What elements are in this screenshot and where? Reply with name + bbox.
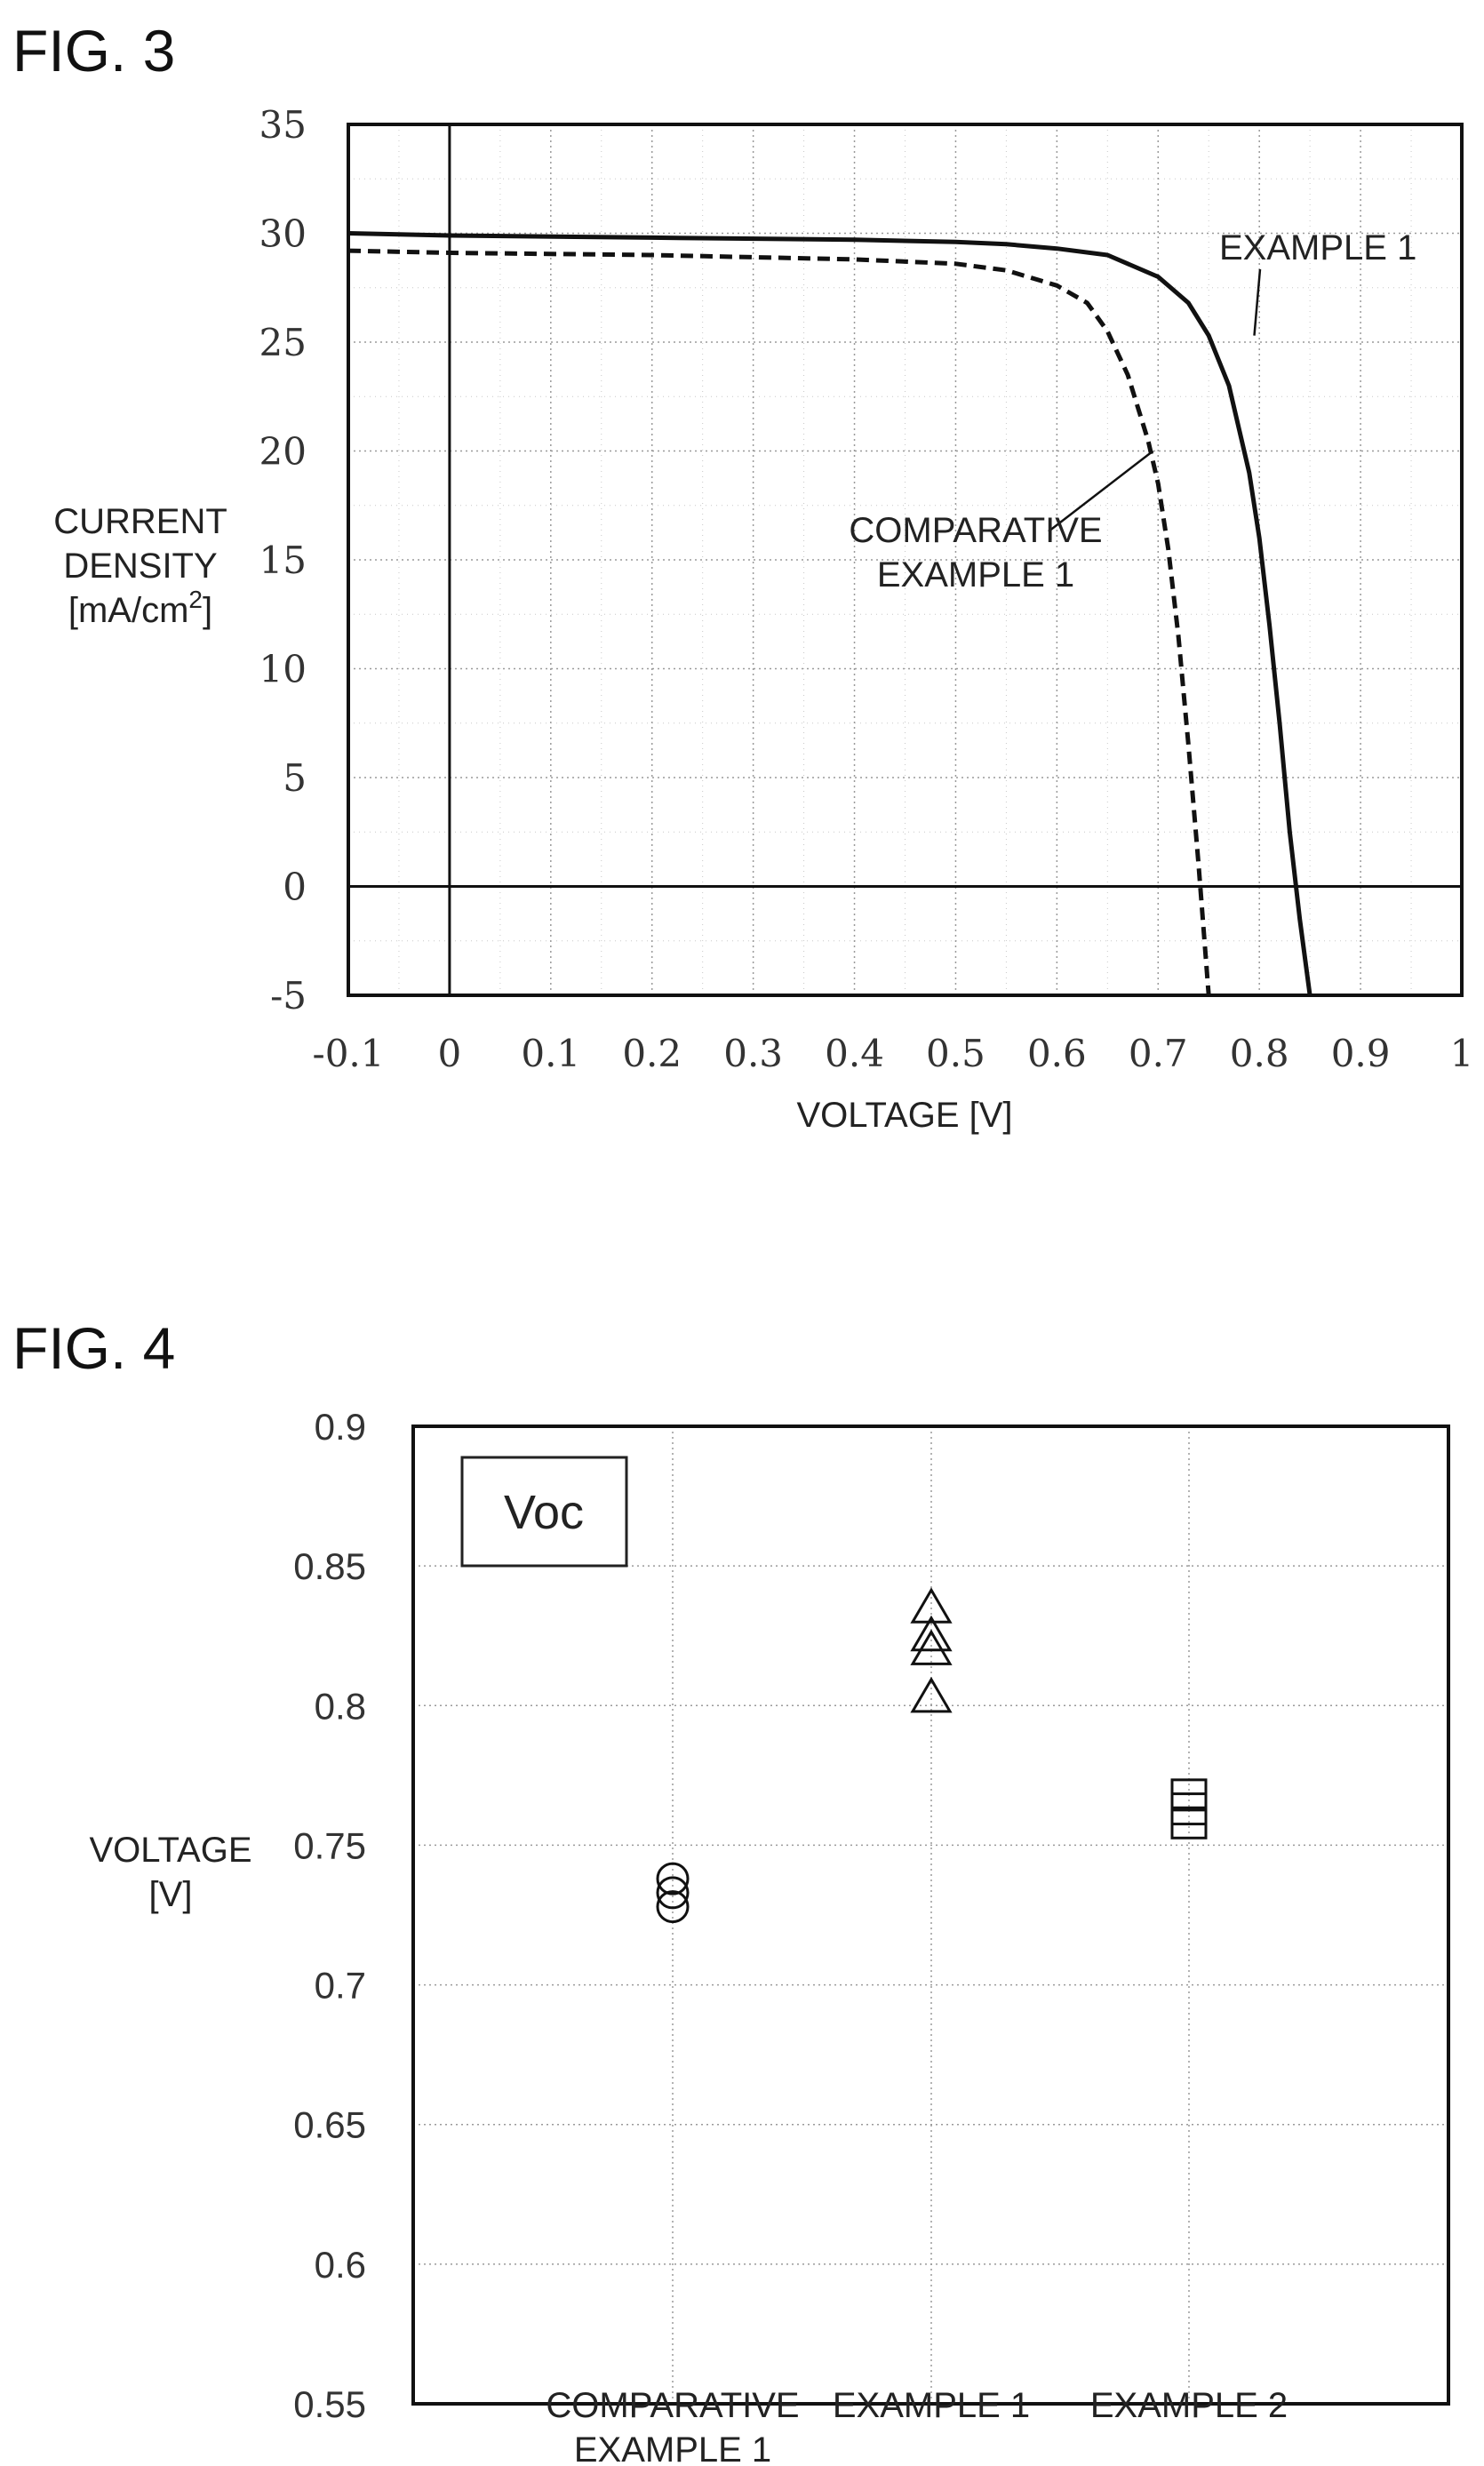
fig3-y-tick: 30 [259, 212, 307, 256]
fig3-x-tick: 0.6 [1027, 1032, 1087, 1075]
fig3-annotations: EXAMPLE 1 COMPARATIVE EXAMPLE 1 [849, 228, 1416, 595]
fig3-y-label-line1: CURRENT [53, 502, 227, 541]
fig4-category-label: COMPARATIVE [546, 2386, 799, 2425]
fig3-series [347, 231, 1312, 996]
fig4-y-tick: 0.8 [315, 1685, 366, 1727]
fig4-y-axis-label: VOLTAGE [V] [89, 1831, 251, 1914]
fig3-x-tick: 0.3 [723, 1032, 783, 1075]
fig4-y-tick: 0.7 [315, 1965, 366, 2007]
fig4-point-circle [656, 1890, 690, 1924]
fig3-series-comparative-example-1 [347, 248, 1211, 996]
fig3-x-tick: 1 [1450, 1032, 1474, 1075]
fig4-legend-box [460, 1456, 628, 1568]
fig4-category-label: EXAMPLE 2 [1090, 2386, 1288, 2425]
fig4-legend-text: Voc [504, 1486, 584, 1539]
fig3-x-tick: -0.1 [313, 1032, 385, 1075]
fig4-y-label-line1: VOLTAGE [89, 1831, 251, 1870]
fig3-annotation-leader-comparative [1048, 450, 1154, 532]
fig3-y-tick: 15 [259, 539, 307, 582]
fig4-y-label-line2: [V] [149, 1875, 193, 1914]
fig3-annotation-comparative-line: EXAMPLE 1 [877, 555, 1074, 595]
fig4-point-circle [656, 1862, 690, 1895]
fig3-y-label-line3: [mA/cm2] [68, 586, 212, 630]
fig3-x-tick: 0.4 [825, 1032, 884, 1075]
fig4-category-label: EXAMPLE 1 [833, 2386, 1030, 2425]
fig4-point-triangle [910, 1676, 953, 1713]
fig4-point-triangle [910, 1587, 953, 1624]
fig3-zero-axes [348, 124, 1462, 995]
fig3-x-tick: 0.1 [521, 1032, 580, 1075]
fig4-y-tick: 0.55 [293, 2383, 366, 2425]
fig4-point-circle [656, 1876, 690, 1910]
fig3-y-tick: 35 [259, 103, 307, 147]
fig3-x-tick: 0.7 [1129, 1032, 1188, 1075]
fig3-x-tick: 0.5 [926, 1032, 985, 1075]
fig3-label: FIG. 3 [12, 18, 175, 84]
fig4-category-label: EXAMPLE 1 [574, 2430, 771, 2466]
fig3-annotation-leader-example-1 [1253, 268, 1262, 336]
fig3-y-label-sup: 2 [188, 586, 203, 613]
fig4-plot-frame [411, 1425, 1450, 2406]
fig4-label: FIG. 4 [12, 1315, 175, 1381]
fig3-y-tick: 10 [259, 648, 307, 691]
fig4-y-tick: 0.9 [315, 1406, 366, 1448]
fig4-grid [413, 1426, 1448, 2404]
fig3-annotation-comparative-line: COMPARATIVE [849, 511, 1102, 550]
fig3-x-tick-labels: -0.1 0 0.1 0.2 0.3 0.4 0.5 0.6 0.7 0.8 0.9 1 [313, 1032, 1474, 1075]
fig3-y-label-close: ] [203, 591, 212, 630]
fig3-y-tick-labels: 35 30 25 20 15 10 5 0 -5 [259, 103, 307, 1018]
fig3-y-label-unit: [mA/cm [68, 591, 189, 630]
fig4-y-tick: 0.85 [293, 1545, 366, 1587]
fig4-points [656, 1587, 1208, 1924]
fig3-y-axis-label: CURRENT DENSITY [mA/cm2] [53, 502, 227, 630]
fig3-y-tick: 25 [259, 321, 307, 364]
fig4-category-labels: COMPARATIVE EXAMPLE 1 EXAMPLE 1 EXAMPLE 2 [546, 2386, 1288, 2466]
fig3-x-axis-label: VOLTAGE [V] [796, 1096, 1012, 1135]
fig3-x-tick: 0 [438, 1032, 462, 1075]
fig3-annotation-example-1: EXAMPLE 1 [1219, 228, 1416, 267]
fig4-y-tick-labels: 0.9 0.85 0.8 0.75 0.7 0.65 0.6 0.55 [293, 1406, 366, 2425]
fig3-y-tick: 20 [259, 430, 307, 474]
fig3-y-tick: 0 [283, 866, 307, 909]
fig3-x-tick: 0.8 [1230, 1032, 1289, 1075]
fig4-chart: Voc 0.9 0.85 0.8 0.75 0.7 0.65 0.6 0.55 COMPARA… [89, 1406, 1450, 2466]
fig3-x-tick: 0.2 [622, 1032, 682, 1075]
fig4-y-tick: 0.6 [315, 2244, 366, 2286]
fig4-point-triangle [910, 1629, 953, 1665]
fig4-y-tick: 0.65 [293, 2104, 366, 2146]
fig3-y-tick: -5 [270, 974, 307, 1018]
fig3-x-tick: 0.9 [1331, 1032, 1391, 1075]
fig4-point-triangle [910, 1615, 953, 1652]
fig4-y-tick: 0.75 [293, 1824, 366, 1866]
fig4-point-square [1170, 1806, 1208, 1840]
fig3-series-example-1 [347, 231, 1312, 996]
fig3-plot-frame [347, 123, 1464, 997]
fig3-y-tick: 5 [283, 756, 307, 800]
fig3-y-label-line2: DENSITY [63, 547, 217, 586]
